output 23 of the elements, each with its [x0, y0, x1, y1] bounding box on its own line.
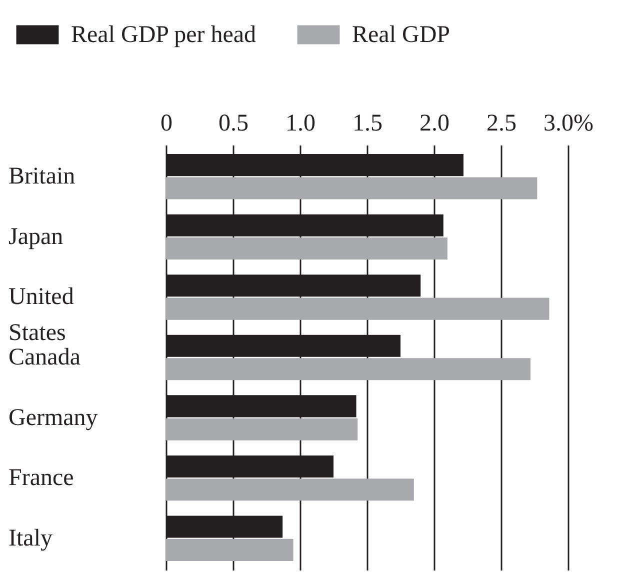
y-tick-label: France [8, 465, 74, 492]
x-tick-label: 1.5 [352, 110, 382, 136]
bar [166, 538, 294, 561]
bar [166, 177, 538, 200]
y-tick-label: United States [8, 284, 74, 346]
x-tick-label: 3.0% [544, 110, 594, 136]
bar [166, 298, 550, 320]
bar [166, 238, 448, 260]
y-tick-label: Italy [8, 525, 52, 552]
x-tick-label: 1.0 [286, 110, 316, 136]
bar [166, 478, 414, 501]
x-tick-label: 0 [160, 110, 172, 136]
legend-label: Real GDP per head [71, 22, 256, 48]
y-tick-label: Germany [8, 404, 98, 431]
x-tick-label: 2.5 [486, 110, 516, 136]
legend-label: Real GDP [352, 22, 450, 48]
y-tick-label: Japan [8, 224, 64, 250]
y-tick-label: Canada [8, 344, 81, 370]
y-tick-label: Britain [8, 164, 76, 190]
bar [166, 358, 530, 380]
x-tick-label: 2.0 [420, 110, 450, 136]
bar [166, 418, 358, 440]
x-tick-label: 0.5 [218, 110, 248, 136]
